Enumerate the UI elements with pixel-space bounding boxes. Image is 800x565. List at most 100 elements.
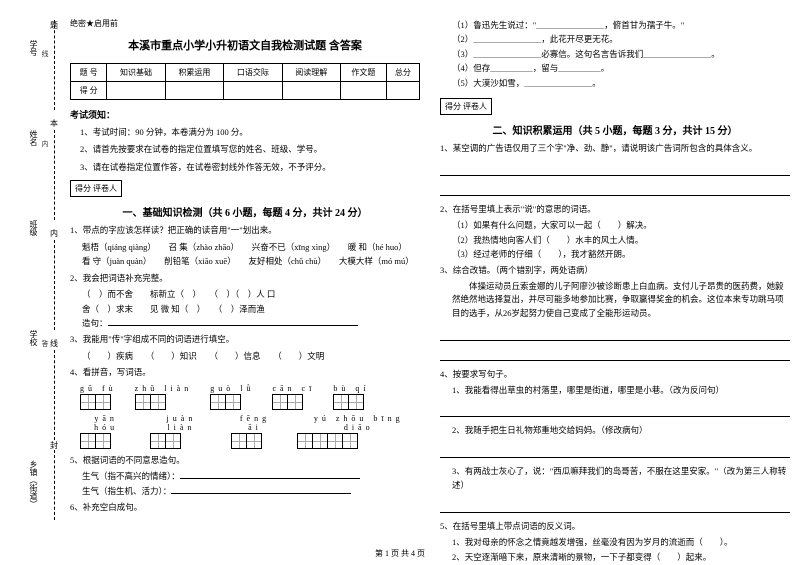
q5b: 生气（指生机、活力）：	[82, 484, 420, 498]
notice-2: 2、请首先按要求在试卷的指定位置填写您的姓名、班级、学号。	[80, 142, 420, 156]
tg-8: fēng āi	[231, 414, 280, 449]
part1-title: 一、基础知识检测（共 6 小题，每题 4 分，共计 24 分）	[70, 204, 420, 219]
grid-3[interactable]	[210, 394, 254, 410]
p2q3: 3、综合改错。（两个错别字，两处语病）	[440, 263, 790, 277]
q5a-label: 生气（指不高兴的情绪）：	[82, 471, 180, 481]
tg-7: juàn liàn	[150, 414, 212, 449]
p2q1-blank2[interactable]	[440, 182, 790, 196]
td-6[interactable]	[386, 82, 419, 100]
exam-title: 本溪市重点小学小升初语文自我检测试题 含答案	[70, 37, 420, 53]
tg-2: zhǔ liàn	[135, 384, 193, 410]
score-value-row: 得 分	[71, 82, 420, 100]
score-table: 题 号 知识基础 积累运用 口语交际 阅读理解 作文题 总分 得 分	[70, 63, 420, 100]
q5b-label: 生气（指生机、活力）：	[82, 486, 171, 496]
scorebox-2: 得分 评卷人	[440, 98, 492, 115]
cut-4: 线	[50, 338, 58, 349]
q2: 2、我会把词语补充完整。	[70, 271, 420, 285]
q2c-label: 造句：	[82, 318, 108, 328]
td-5[interactable]	[341, 82, 387, 100]
tg-4: cān cī	[272, 384, 315, 410]
p2q4a-blank[interactable]	[440, 403, 790, 417]
q6-4: （4）但存＿＿＿＿＿，留与＿＿＿＿＿。	[452, 61, 790, 75]
classified-label: 绝密★启用前	[70, 18, 420, 29]
grid-5[interactable]	[333, 394, 369, 410]
th-3: 口语交际	[224, 64, 282, 82]
p2q2b: （2）我热情地向客人们（ ）水丰的风土人情。	[452, 233, 790, 247]
q3a: （ ）疾病 （ ）知识 （ ）信息 （ ）文明	[82, 349, 420, 363]
py-9: yú zhōu bīng diāo	[297, 414, 420, 432]
q5a: 生气（指不高兴的情绪）：	[82, 469, 420, 483]
td-2[interactable]	[165, 82, 223, 100]
th-0: 题 号	[71, 64, 107, 82]
td-4[interactable]	[282, 82, 340, 100]
grid-1[interactable]	[80, 394, 117, 410]
p2q4c: 3、有两战士灰心了，说："西瓜嘛拜我们的岛哥苦，不服在这里安家。"（改为第三人称…	[452, 464, 790, 493]
notice-head: 考试须知：	[70, 108, 420, 121]
py-3: guò lǜ	[210, 384, 254, 393]
tg-6: yān hóu	[80, 414, 132, 449]
py-7: juàn liàn	[150, 414, 212, 432]
p2q5: 5、在括号里填上带点词语的反义词。	[440, 519, 790, 533]
q6: 6、补充空白成句。	[70, 500, 420, 514]
q1: 1、带点的字应该怎样读？把正确的读音用"一"划出来。	[70, 223, 420, 237]
cut-2: 本	[50, 118, 58, 129]
dash-3	[54, 240, 55, 330]
p2q4b: 2、我随手把生日礼物郑重地交给妈妈。（修改病句）	[452, 423, 790, 437]
py-5: bù qí	[333, 384, 369, 393]
q2b: 舍（ ）求末 见 微 知（ ） （ ）泽而渔	[82, 302, 420, 316]
scorebox-1: 得分 评卷人	[70, 180, 122, 197]
py-1: gū fù	[80, 384, 117, 393]
q6-5: （5）大漠沙如雪，＿＿＿＿＿＿＿＿。	[452, 76, 790, 90]
vert-sub-2: 内	[40, 140, 50, 147]
grid-6[interactable]	[80, 433, 132, 449]
q5b-blank[interactable]	[171, 485, 351, 494]
vert-label-5: 乡镇（街道）	[28, 460, 39, 508]
th-5: 作文题	[341, 64, 387, 82]
p2q2a: （1）如果有什么问题，大家可以一起（ ）解决。	[452, 218, 790, 232]
binding-margin: 学号 姓名 班级 学校 乡镇（街道） 线 内 答 题 本 内 线 封	[0, 0, 60, 530]
q5a-blank[interactable]	[180, 470, 360, 479]
td-label: 得 分	[71, 82, 107, 100]
vert-label-1: 学号	[28, 40, 39, 56]
q5: 5、根据词语的不同意思造句。	[70, 453, 420, 467]
grid-7[interactable]	[150, 433, 212, 449]
p2q4a: 1、我能看得出草虫的村落里，哪里是街道，哪里是小巷。（改为反问句）	[452, 383, 790, 397]
th-4: 阅读理解	[282, 64, 340, 82]
grid-2[interactable]	[135, 394, 193, 410]
td-1[interactable]	[107, 82, 165, 100]
q2c: 造句：	[82, 316, 420, 330]
vert-label-4: 学校	[28, 330, 39, 346]
q6-3: （3）＿＿＿＿＿＿＿＿必寡信。这句名言告诉我们＿＿＿＿＿＿＿＿。	[452, 47, 790, 61]
grid-8[interactable]	[231, 433, 280, 449]
score-header-row: 题 号 知识基础 积累运用 口语交际 阅读理解 作文题 总分	[71, 64, 420, 82]
py-2: zhǔ liàn	[135, 384, 193, 393]
p2q3-blank1[interactable]	[440, 327, 790, 341]
q2c-blank[interactable]	[108, 317, 358, 326]
dash-4	[54, 350, 55, 440]
p2q2: 2、在括号里填上表示"说"的意思的词语。	[440, 202, 790, 216]
vert-sub-1: 线	[40, 50, 50, 57]
cut-5: 封	[50, 440, 58, 451]
p2q1-blank1[interactable]	[440, 162, 790, 176]
page-footer: 第 1 页 共 4 页	[0, 548, 800, 559]
tg-9: yú zhōu bīng diāo	[297, 414, 420, 449]
tg-5: bù qí	[333, 384, 369, 410]
cut-3: 内	[50, 228, 58, 239]
grid-9[interactable]	[297, 433, 420, 449]
q6-1: （1）鲁迅先生说过："＿＿＿＿＿＿＿＿，俯首甘为孺子牛。"	[452, 18, 790, 32]
left-column: 绝密★启用前 本溪市重点小学小升初语文自我检测试题 含答案 题 号 知识基础 积…	[70, 18, 420, 535]
tg-3: guò lǜ	[210, 384, 254, 410]
q4: 4、看拼音，写词语。	[70, 365, 420, 379]
dash-1	[54, 20, 55, 110]
grid-4[interactable]	[272, 394, 315, 410]
tian-row-2: yān hóu juàn liàn fēng āi yú zhōu bīng d…	[80, 414, 420, 449]
td-3[interactable]	[224, 82, 282, 100]
content-columns: 绝密★启用前 本溪市重点小学小升初语文自我检测试题 含答案 题 号 知识基础 积…	[70, 18, 790, 535]
dash-2	[54, 130, 55, 220]
vert-label-3: 班级	[28, 220, 39, 236]
th-6: 总分	[386, 64, 419, 82]
vert-sub-4: 答	[40, 340, 50, 347]
p2q4b-blank[interactable]	[440, 444, 790, 458]
p2q3-blank2[interactable]	[440, 347, 790, 361]
p2q4c-blank[interactable]	[440, 499, 790, 513]
